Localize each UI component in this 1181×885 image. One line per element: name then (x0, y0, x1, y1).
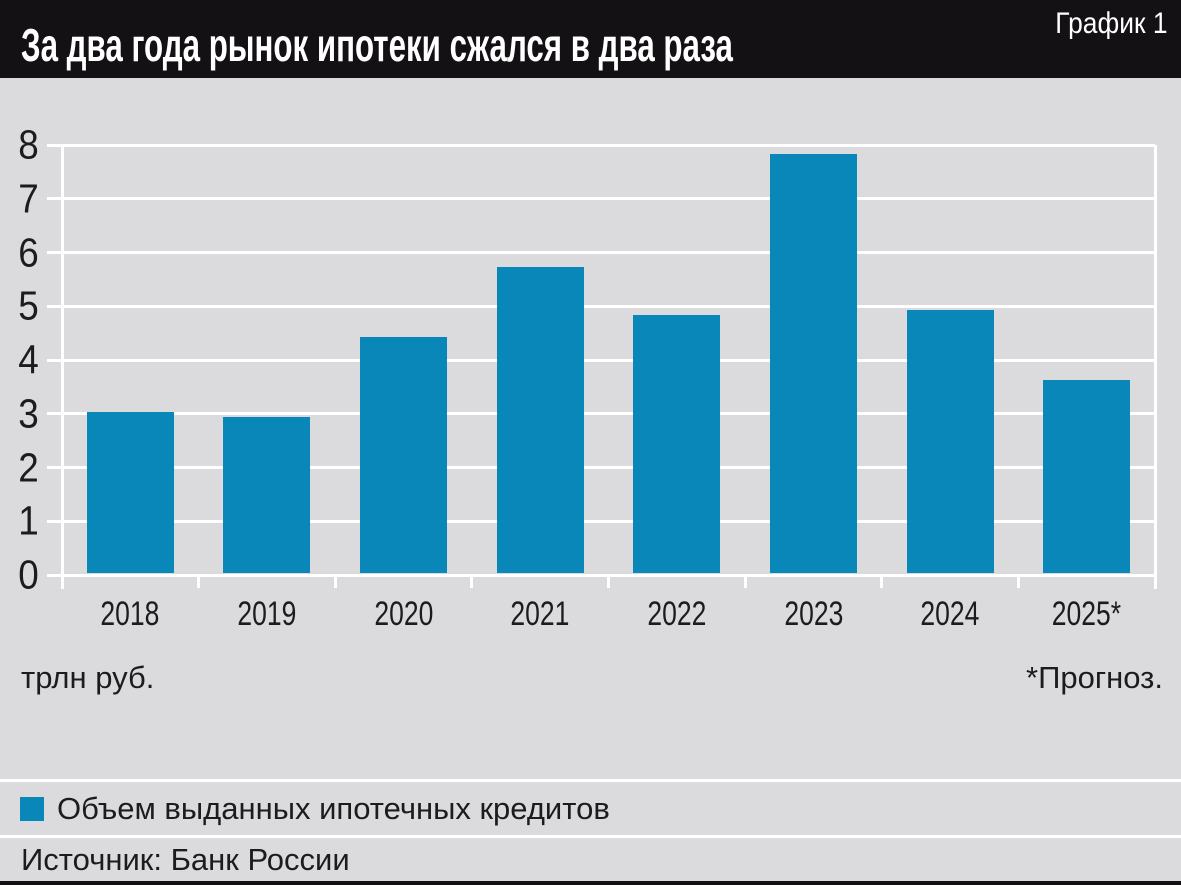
y-axis-label-text-0: 0 (18, 551, 39, 598)
bar-2023 (769, 153, 857, 573)
y-axis-label-text-5: 5 (18, 282, 39, 329)
x-axis-label-2019: 2019 (199, 597, 336, 631)
y-axis-label-text-4: 4 (18, 336, 39, 383)
x-axis-tick-7 (1016, 575, 1020, 588)
y-axis-label-text-8: 8 (18, 121, 39, 168)
y-axis-tick-0 (47, 573, 62, 577)
forecast-footnote: *Прогноз. (1026, 660, 1163, 695)
separator-line-bottom (0, 835, 1181, 838)
x-axis-label-text-2022: 2022 (647, 595, 707, 633)
y-axis-label-5: 5 (16, 282, 39, 329)
x-axis-tick-4 (607, 575, 610, 588)
x-axis-tick-6 (880, 575, 884, 588)
x-axis-tick-5 (743, 575, 747, 588)
x-axis-label-text-2018: 2018 (100, 595, 160, 633)
gridline-6 (62, 251, 1155, 254)
legend: Объем выданных ипотечных кредитов (0, 782, 1181, 835)
x-axis-label-text-2020: 2020 (374, 595, 434, 633)
bar-2025* (1043, 379, 1131, 573)
y-axis-tick-7 (47, 197, 62, 201)
bottom-rule (0, 881, 1181, 885)
x-axis-label-text-2021: 2021 (510, 595, 570, 633)
x-axis-tick-1 (197, 575, 201, 588)
plot-area: 0 1 2 3 4 5 6 7 8 2018 2019 2020 2021 2022 2023 2024 202… (18, 124, 1157, 631)
y-axis-label-text-1: 1 (18, 497, 39, 544)
y-axis-label-0: 0 (16, 551, 39, 598)
y-axis-label-text-2: 2 (18, 444, 39, 490)
source-text: Источник: Банк России (21, 842, 350, 877)
chart-area: 0 1 2 3 4 5 6 7 8 2018 2019 2020 2021 2022 2023 2024 202… (0, 78, 1181, 779)
y-axis-tick-3 (47, 412, 62, 416)
bar-2019 (223, 417, 311, 573)
gridline-8 (62, 143, 1155, 147)
separator-line-top (0, 779, 1181, 782)
y-axis-label-8: 8 (16, 121, 39, 168)
x-axis-label-text-2025*: 2025* (1052, 595, 1122, 633)
y-axis-label-3: 3 (16, 393, 39, 434)
bar-2018 (86, 411, 174, 573)
y-axis-label-4: 4 (16, 336, 39, 383)
plot-right-border (1153, 145, 1157, 589)
x-axis-tick-3 (470, 575, 474, 588)
y-axis-label-2: 2 (16, 447, 39, 488)
y-axis-tick-4 (47, 358, 62, 362)
x-axis-tick-2 (333, 575, 337, 588)
source-row: Источник: Банк России (0, 838, 1181, 881)
y-axis-tick-6 (47, 251, 62, 254)
y-axis-label-text-6: 6 (18, 229, 39, 275)
gridline-3 (62, 412, 1155, 416)
gridline-4 (62, 358, 1155, 362)
x-axis-label-2025*: 2025* (1018, 597, 1155, 631)
figure-title: За два года рынок ипотеки сжался в два р… (21, 19, 733, 71)
figure-number-label: График 1 (1055, 7, 1168, 40)
y-axis-tick-1 (47, 519, 62, 523)
gridline-7 (62, 197, 1155, 201)
x-axis-label-text-2023: 2023 (783, 595, 843, 633)
bar-2020 (360, 336, 448, 573)
gridline-1 (62, 519, 1155, 523)
x-axis-label-2021: 2021 (472, 597, 609, 631)
y-axis-unit-label: трлн руб. (21, 660, 155, 695)
y-axis-label-7: 7 (16, 178, 39, 219)
x-axis-label-2024: 2024 (882, 597, 1019, 631)
legend-swatch (20, 796, 44, 821)
y-axis-label-text-3: 3 (18, 390, 39, 437)
bar-2024 (906, 309, 994, 573)
x-axis-label-2020: 2020 (335, 597, 472, 631)
y-axis-tick-2 (47, 466, 62, 469)
y-axis-label-text-7: 7 (18, 175, 39, 222)
y-axis-label-6: 6 (16, 232, 39, 273)
legend-label: Объем выданных ипотечных кредитов (57, 791, 610, 826)
bar-2022 (633, 315, 721, 573)
x-axis-label-text-2019: 2019 (237, 595, 297, 633)
gridline-2 (62, 466, 1155, 469)
x-axis-label-2018: 2018 (62, 597, 199, 631)
y-axis-label-1: 1 (16, 497, 39, 544)
bar-2021 (496, 266, 584, 573)
figure-header: За два года рынок ипотеки сжался в два р… (0, 0, 1181, 78)
x-axis-label-2022: 2022 (609, 597, 746, 631)
x-axis-label-text-2024: 2024 (920, 595, 980, 633)
y-axis-tick-5 (47, 304, 62, 308)
y-axis-line (60, 145, 64, 589)
gridline-5 (62, 304, 1155, 308)
x-axis-label-2023: 2023 (745, 597, 882, 631)
y-axis-tick-8 (47, 143, 62, 147)
